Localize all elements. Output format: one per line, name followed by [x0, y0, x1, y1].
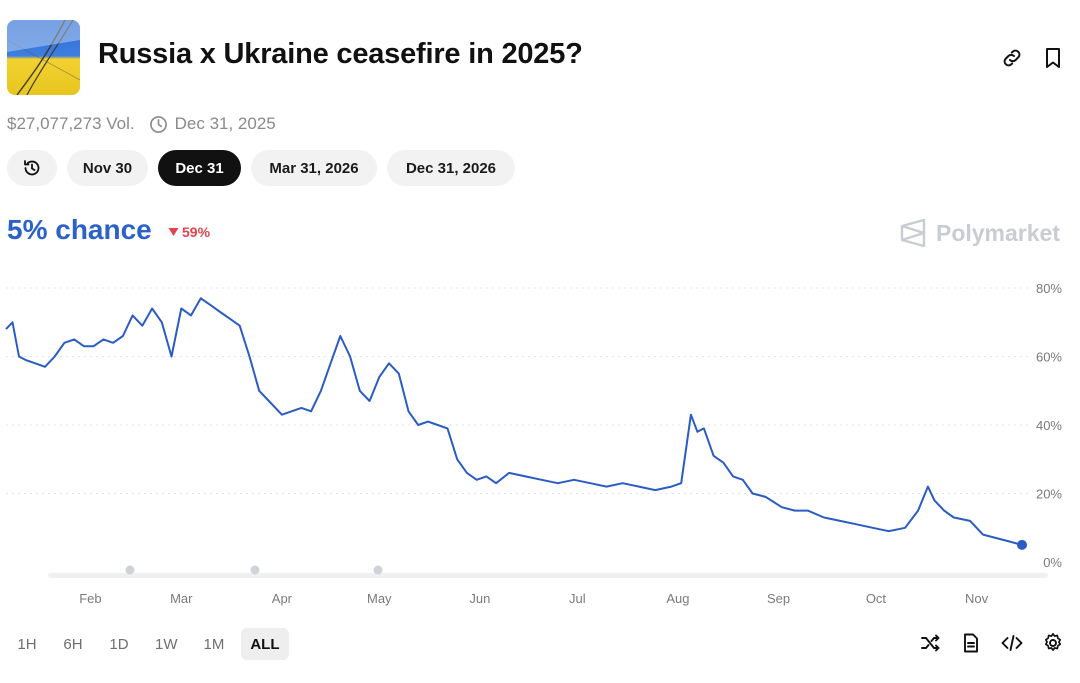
date-pill-dec-31[interactable]: Dec 31: [158, 150, 241, 186]
code-icon[interactable]: [1001, 632, 1023, 654]
y-tick-label: 40%: [1036, 418, 1062, 433]
x-axis-labels: Feb Mar Apr May Jun Jul Aug Sep Oct Nov: [79, 591, 988, 606]
document-icon[interactable]: [960, 632, 982, 654]
x-tick-label: Feb: [79, 591, 101, 606]
grid-lines: [6, 287, 1030, 494]
link-icon[interactable]: [1000, 46, 1024, 70]
barbed-wire-graphic: [7, 20, 80, 95]
series-line: [5, 297, 1023, 546]
range-1h[interactable]: 1H: [17, 635, 37, 653]
scrubber-marker[interactable]: [250, 565, 260, 575]
end-date-text: Dec 31, 2025: [174, 114, 276, 133]
range-1m[interactable]: 1M: [203, 635, 225, 653]
scrubber-marker[interactable]: [373, 565, 383, 575]
range-all[interactable]: ALL: [241, 628, 289, 660]
current-value-dot: [1017, 539, 1027, 550]
volume-text: $27,077,273 Vol.: [7, 114, 135, 133]
x-tick-label: Aug: [666, 591, 689, 606]
market-header: Russia x Ukraine ceasefire in 2025?: [7, 20, 1073, 96]
y-tick-label: 60%: [1036, 350, 1062, 365]
date-pill-nov-30[interactable]: Nov 30: [67, 150, 148, 186]
date-selector: Nov 30 Dec 31 Mar 31, 2026 Dec 31, 2026: [7, 150, 515, 186]
y-tick-label: 80%: [1036, 281, 1062, 296]
date-pill-dec-31-2026[interactable]: Dec 31, 2026: [387, 150, 515, 186]
chance-value: 5% chance: [7, 214, 152, 245]
y-tick-label: 20%: [1036, 487, 1062, 502]
market-thumbnail: [7, 20, 80, 95]
market-title: Russia x Ukraine ceasefire in 2025?: [98, 38, 583, 70]
scrubber-marker[interactable]: [125, 565, 135, 575]
gear-icon[interactable]: [1042, 632, 1064, 654]
range-1d[interactable]: 1D: [109, 635, 129, 653]
time-range-selector: 1H 6H 1D 1W 1M ALL: [8, 628, 289, 660]
down-triangle-icon: [168, 228, 179, 236]
probability-chart[interactable]: 0% 20% 40% 60% 80% Feb Mar Apr May Jun Jul Aug Sep O…: [0, 270, 1080, 620]
x-tick-label: Jun: [469, 591, 490, 606]
y-axis-labels: 0% 20% 40% 60% 80%: [1036, 281, 1062, 570]
x-tick-label: Apr: [272, 591, 293, 606]
bookmark-icon[interactable]: [1041, 46, 1065, 70]
clock-icon: [149, 115, 167, 133]
change-badge: 59%: [168, 224, 210, 240]
x-tick-label: Oct: [866, 591, 887, 606]
change-value: 59%: [182, 224, 211, 240]
range-1w[interactable]: 1W: [155, 635, 178, 653]
history-button[interactable]: [7, 150, 57, 186]
x-tick-label: Jul: [569, 591, 586, 606]
market-meta: $27,077,273 Vol. Dec 31, 2025: [7, 114, 276, 134]
history-icon: [24, 160, 40, 176]
x-tick-label: Mar: [170, 591, 193, 606]
shuffle-icon[interactable]: [919, 632, 941, 654]
x-tick-label: May: [367, 591, 392, 606]
brand-name: Polymarket: [935, 219, 1060, 246]
y-tick-label: 0%: [1043, 555, 1062, 570]
range-6h[interactable]: 6H: [63, 635, 83, 653]
chart-tools: [919, 632, 1064, 654]
polymarket-logo-icon: [900, 219, 926, 247]
polymarket-watermark: Polymarket: [900, 219, 1060, 247]
x-tick-label: Sep: [767, 591, 790, 606]
date-pill-mar-31-2026[interactable]: Mar 31, 2026: [251, 150, 377, 186]
chart-scrubber-track[interactable]: [48, 573, 1048, 578]
x-tick-label: Nov: [965, 591, 989, 606]
